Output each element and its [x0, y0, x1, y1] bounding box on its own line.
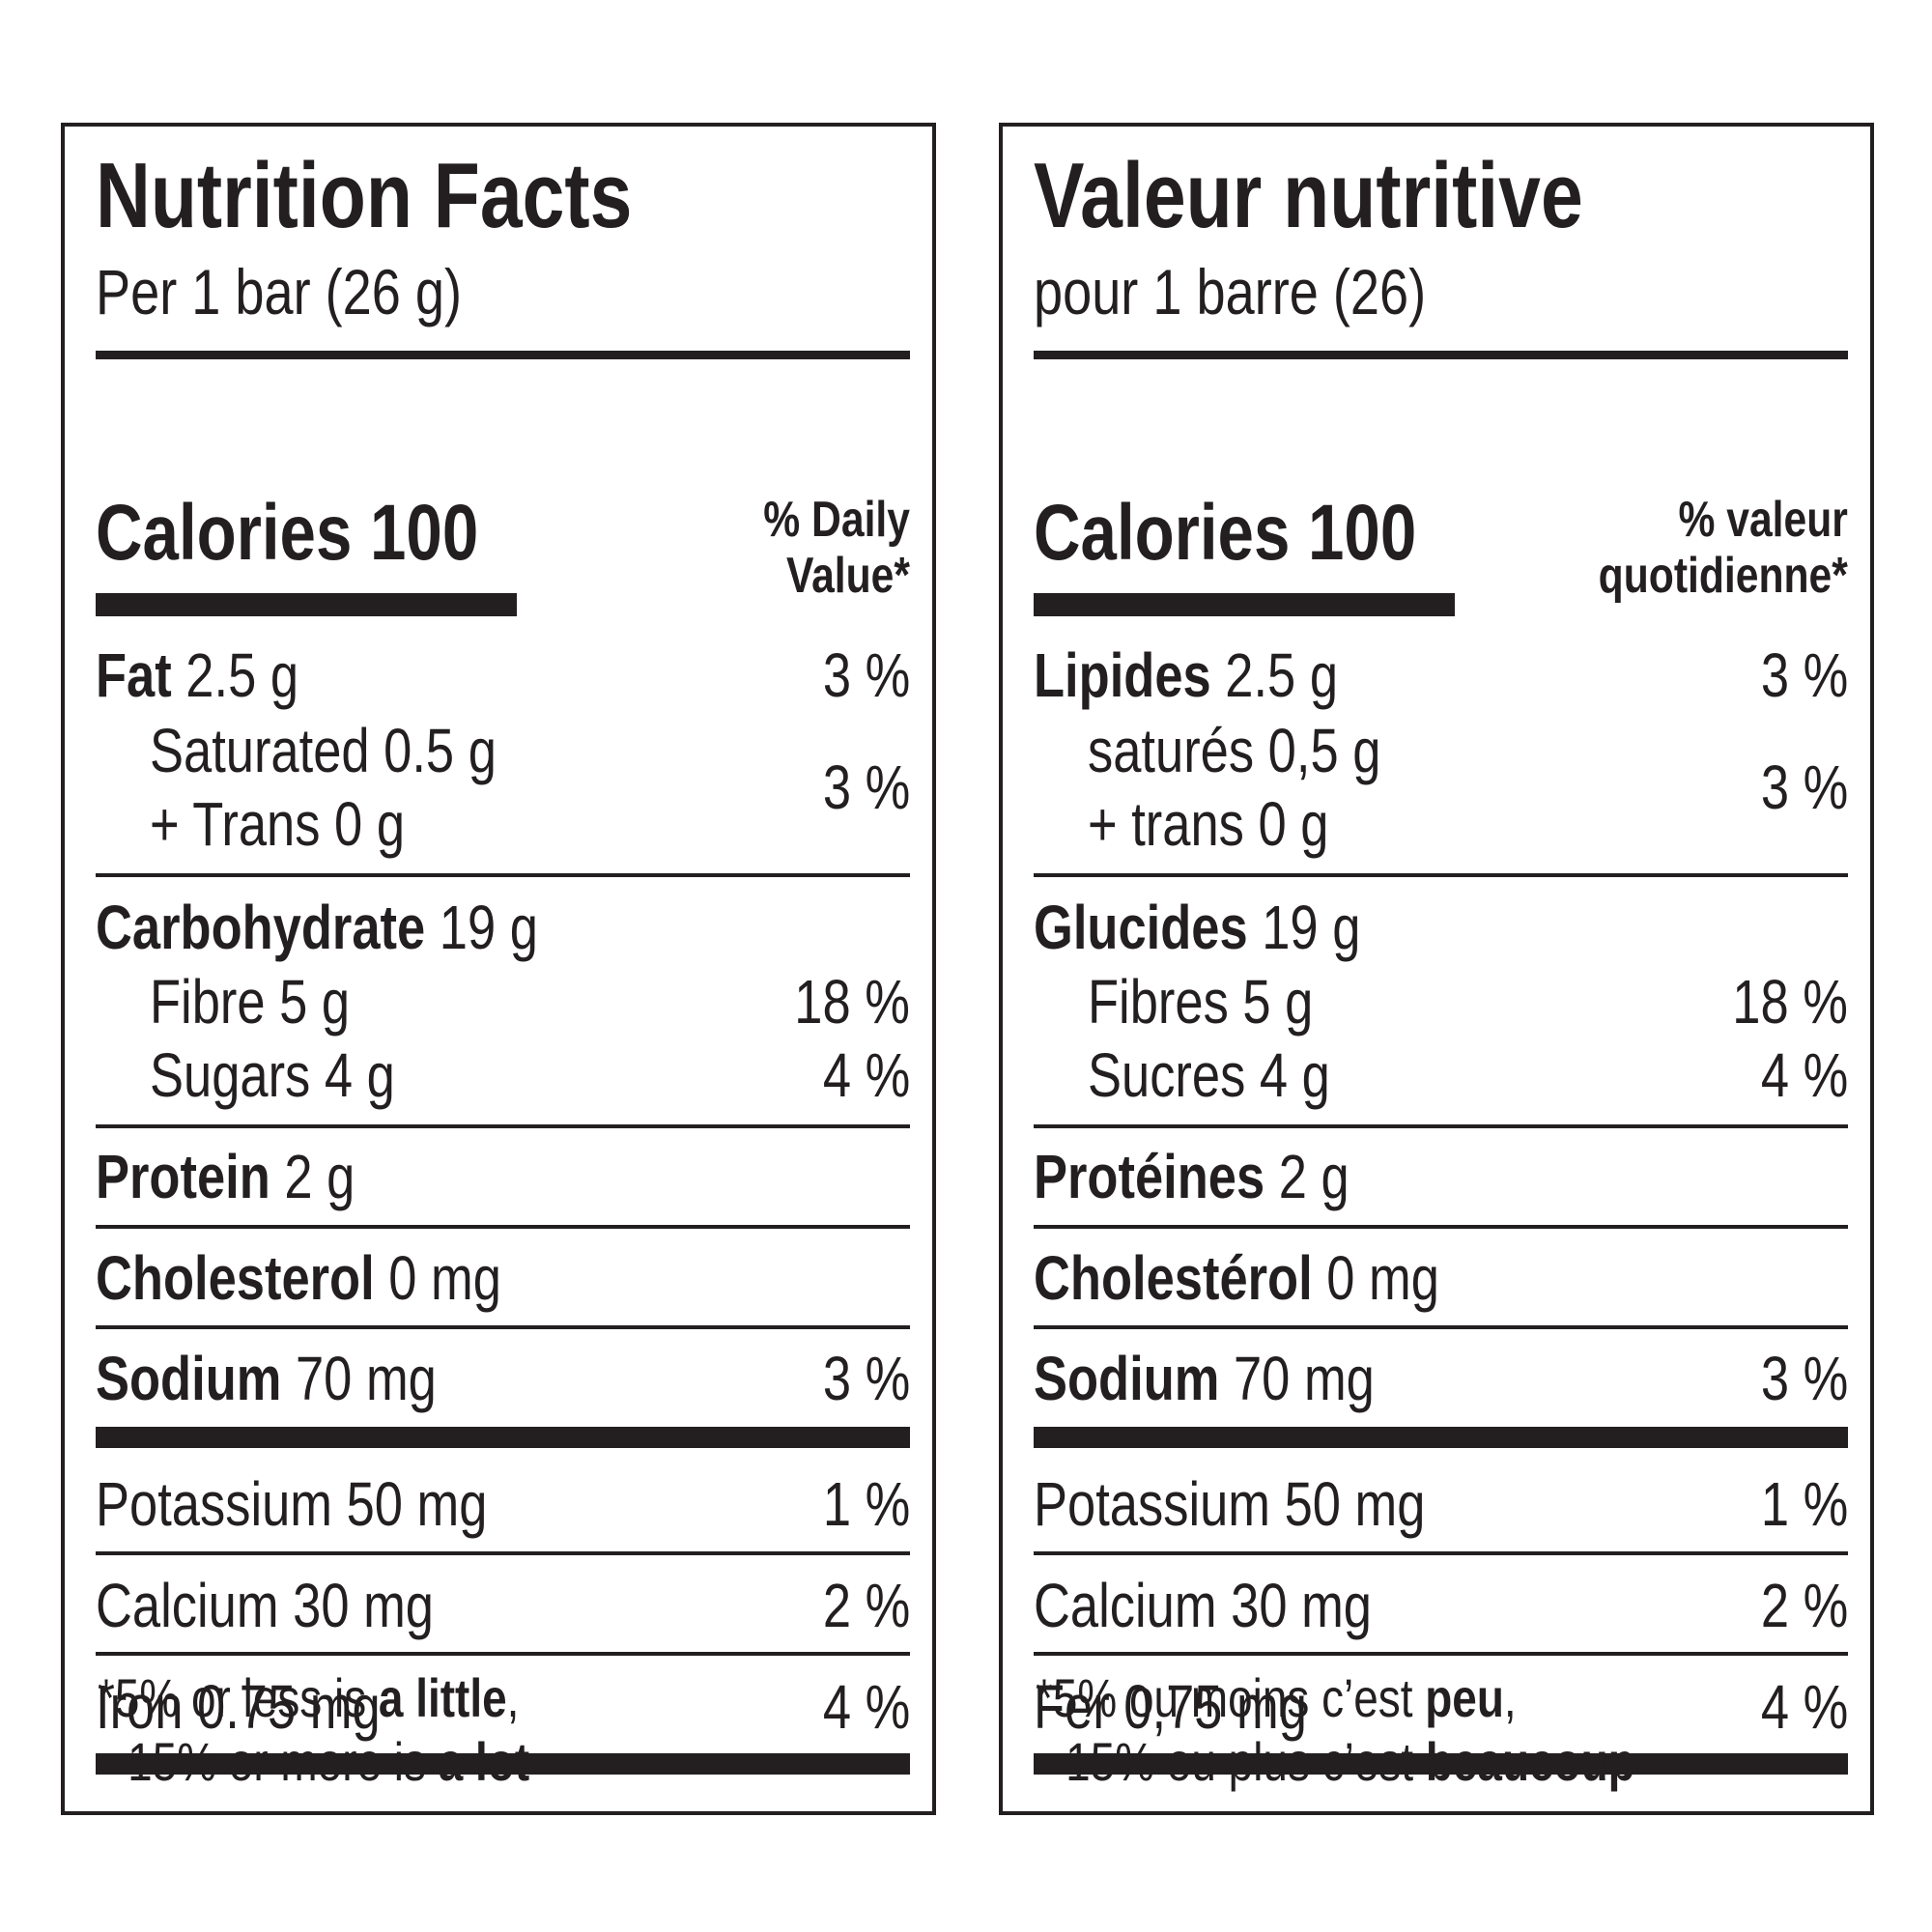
serving-size: Per 1 bar (26 g)	[96, 256, 463, 327]
nutrient-amount: 2.5 g	[185, 640, 299, 710]
divider-thick	[96, 1753, 910, 1775]
divider	[96, 1551, 910, 1555]
divider	[1034, 351, 1848, 359]
serving-size: pour 1 barre (26)	[1034, 256, 1427, 327]
nutrition-facts-panel-french: Valeur nutritive pour 1 barre (26) Calor…	[999, 123, 1874, 1815]
divider	[1034, 1124, 1848, 1128]
divider-thick	[1034, 1427, 1848, 1448]
divider	[1034, 873, 1848, 877]
nutrient-name: Fat	[96, 640, 172, 710]
footnote-english: *5% or less is a little, 15% or more is …	[98, 1667, 530, 1792]
divider	[96, 1225, 910, 1229]
panel-title: Valeur nutritive	[1034, 144, 1583, 247]
daily-value: 3 %	[822, 640, 910, 710]
divider	[1034, 1225, 1848, 1229]
divider	[1034, 1551, 1848, 1555]
calories-underline	[1034, 593, 1455, 616]
nutrition-facts-panel-english: Nutrition Facts Per 1 bar (26 g) Calorie…	[61, 123, 936, 1815]
divider	[96, 1325, 910, 1329]
daily-value-header: % valeur quotidienne*	[1598, 492, 1848, 604]
divider	[96, 1124, 910, 1128]
divider	[96, 1652, 910, 1656]
calories-label: Calories 100	[1034, 489, 1417, 577]
divider	[1034, 1652, 1848, 1656]
divider	[1034, 1325, 1848, 1329]
calories-label: Calories 100	[96, 489, 479, 577]
footnote-french: *5% ou moins c’est peu, 15% ou plus c’es…	[1036, 1667, 1635, 1792]
calories-underline	[96, 593, 517, 616]
divider	[96, 351, 910, 359]
divider-thick	[1034, 1753, 1848, 1775]
daily-value-header: % Daily Value*	[763, 492, 910, 604]
daily-value: 3 %	[822, 753, 910, 822]
divider-thick	[96, 1427, 910, 1448]
panel-title: Nutrition Facts	[96, 144, 633, 247]
divider	[96, 873, 910, 877]
